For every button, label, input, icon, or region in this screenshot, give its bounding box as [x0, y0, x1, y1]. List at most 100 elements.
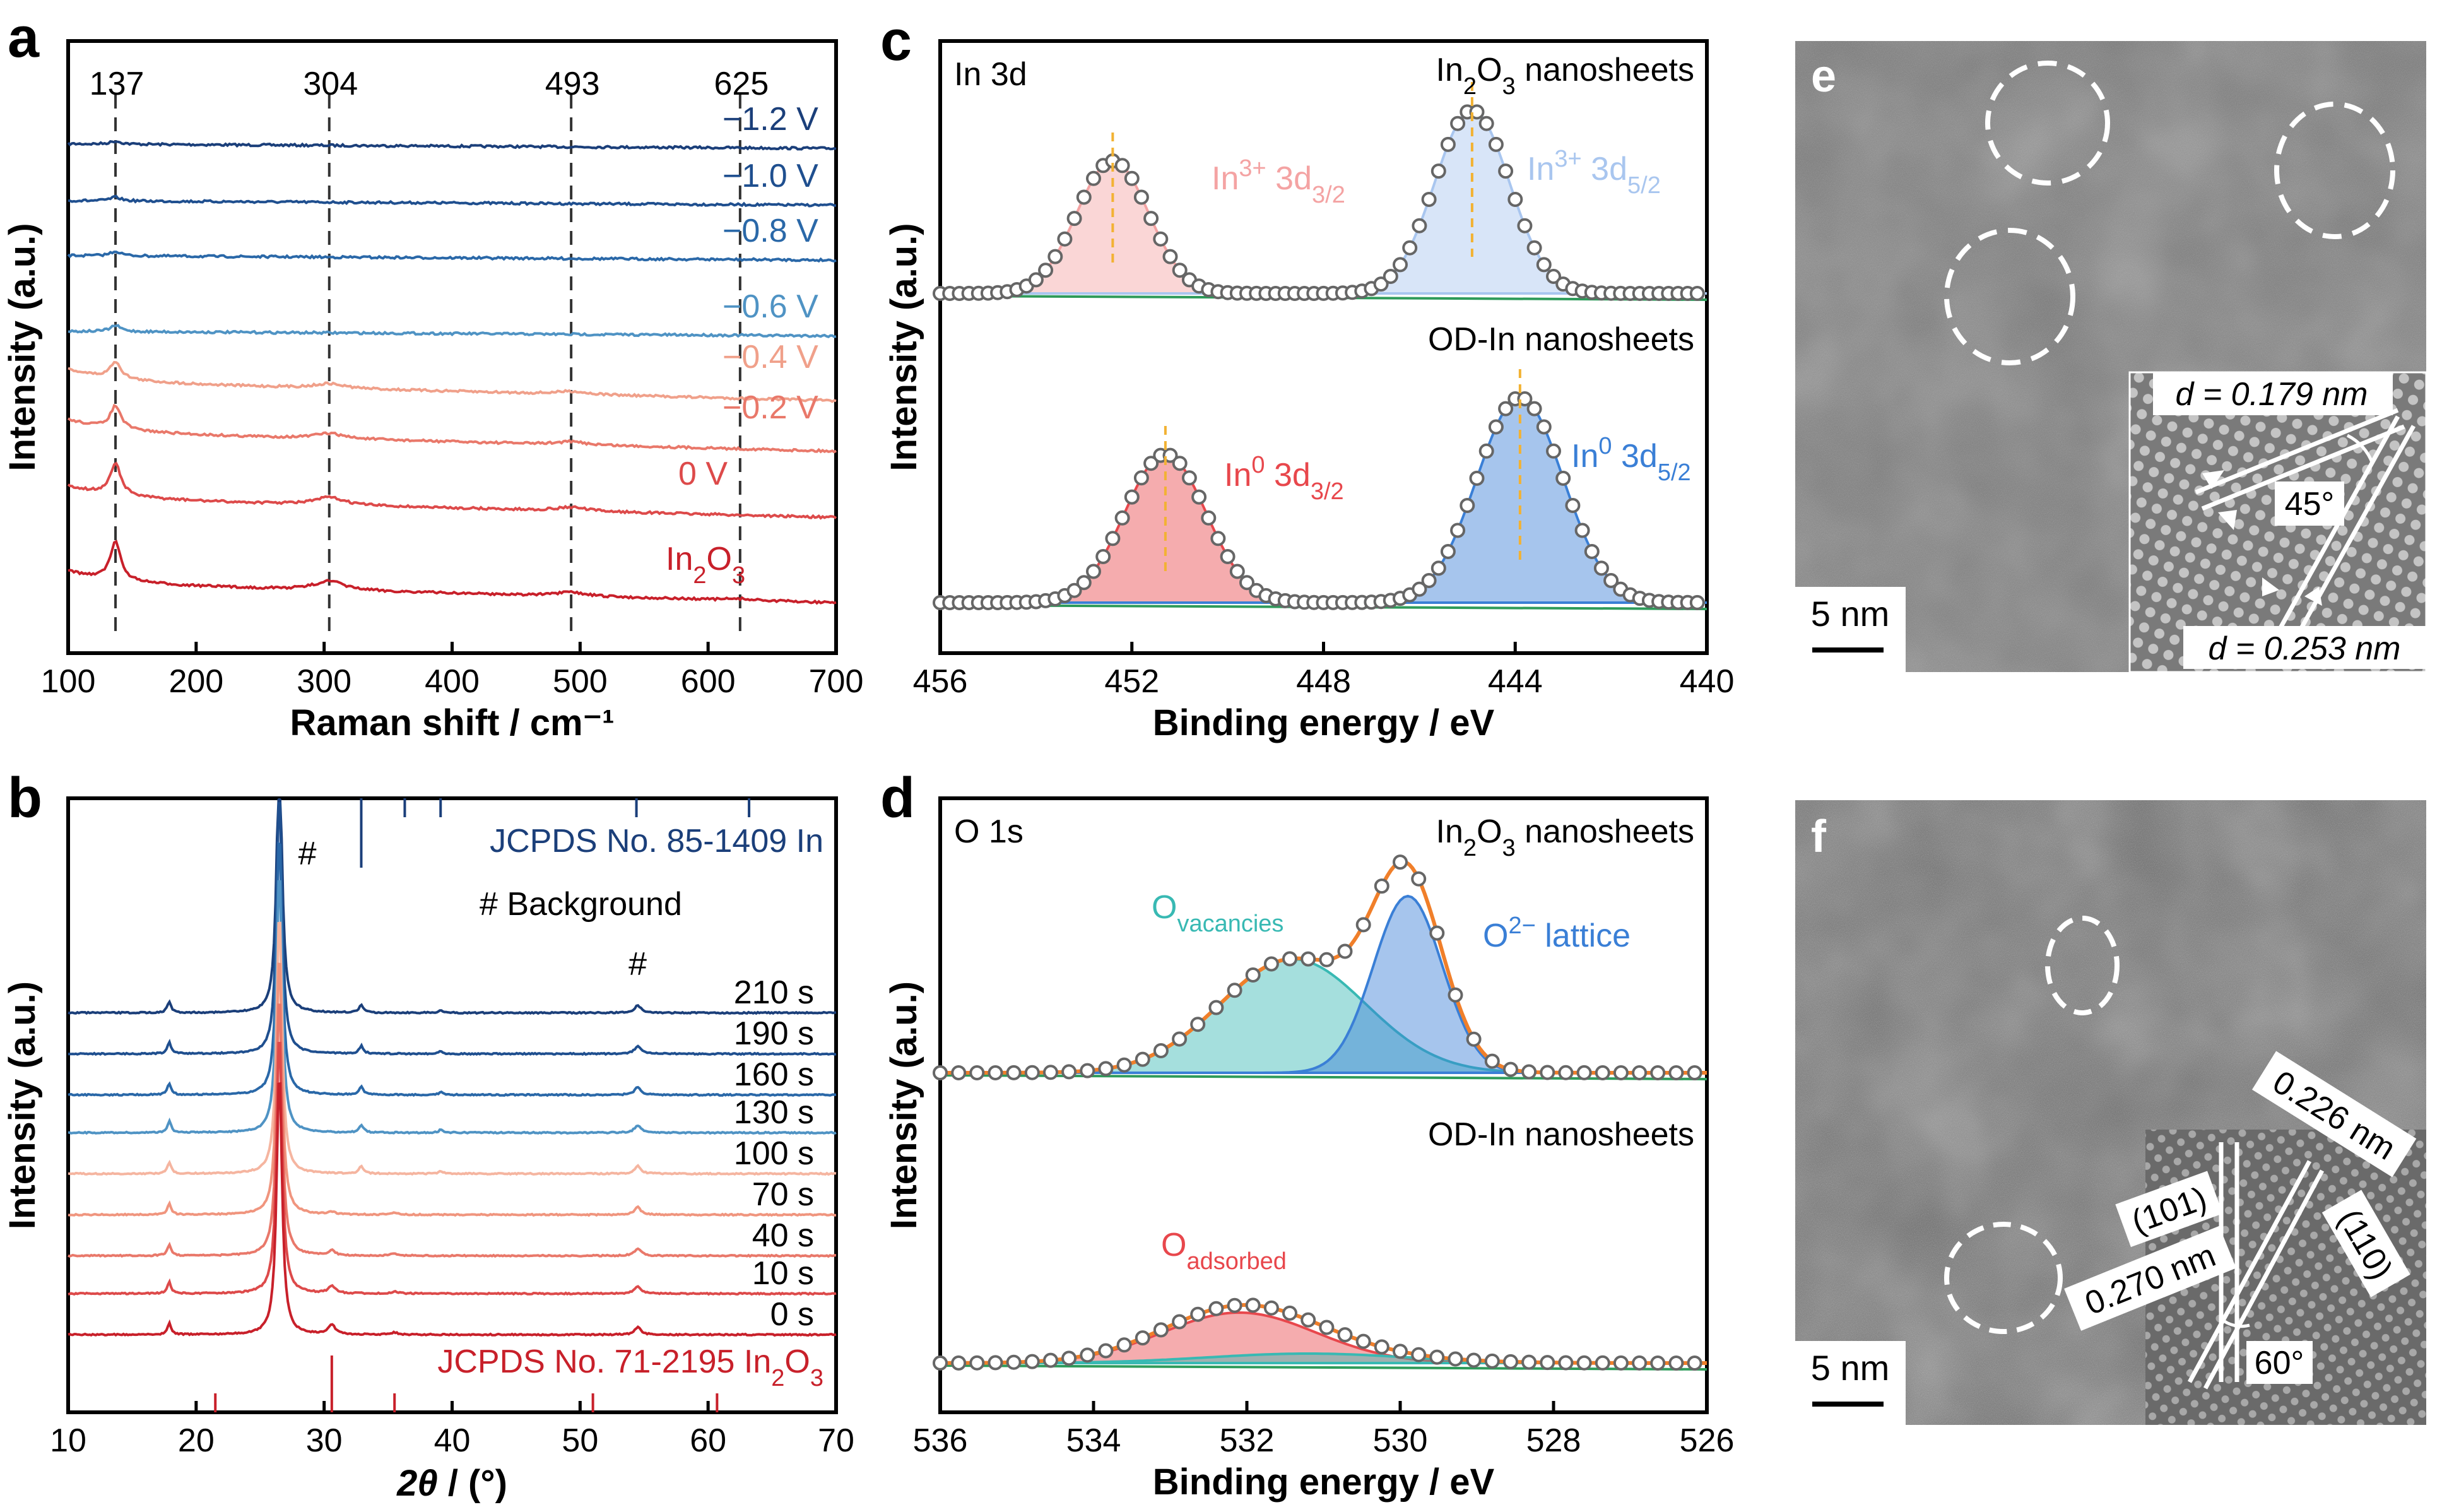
- xrd-series-line: [68, 799, 837, 1015]
- data-point: [1181, 470, 1197, 486]
- series-label: −0.4 V: [723, 339, 818, 375]
- data-point: [1412, 581, 1427, 597]
- xrd-series-line: [68, 962, 837, 1217]
- data-point: [1517, 391, 1533, 406]
- peak-marker-label: 493: [545, 66, 600, 102]
- data-point: [1114, 510, 1130, 526]
- x-tick-label: 700: [809, 663, 864, 700]
- data-point: [1135, 1051, 1150, 1067]
- raman-series-line: [68, 540, 837, 605]
- data-point: [1503, 1354, 1518, 1369]
- fit-label: In3+ 3d5/2: [1527, 146, 1661, 199]
- x-tick-label: 452: [1104, 663, 1159, 700]
- data-point: [1047, 249, 1063, 264]
- data-point: [1555, 470, 1571, 486]
- data-point: [1080, 1063, 1095, 1078]
- data-point: [1558, 1355, 1574, 1371]
- scale-bar-box: [1795, 1341, 1906, 1425]
- data-point: [1190, 1306, 1206, 1322]
- highlight-circle: [1944, 228, 2075, 365]
- x-tick-label: 444: [1488, 663, 1543, 700]
- fit-component: [940, 957, 1707, 1074]
- background-mark: #: [628, 946, 647, 983]
- panel-label-e: e: [1811, 51, 1836, 102]
- data-point: [1546, 269, 1561, 284]
- x-tick-label: 300: [297, 663, 351, 700]
- data-point: [1478, 115, 1494, 131]
- raman-series-line: [67, 403, 837, 454]
- data-point: [1595, 1065, 1610, 1080]
- data-point: [1536, 419, 1552, 435]
- data-point: [1469, 104, 1485, 120]
- x-tick-label: 20: [178, 1422, 215, 1459]
- data-point: [1488, 419, 1504, 435]
- data-point: [1521, 1064, 1537, 1080]
- series-label: 190 s: [734, 1015, 814, 1052]
- data-point: [1057, 231, 1073, 247]
- data-point: [1466, 1031, 1482, 1047]
- fit-label: O2− lattice: [1483, 913, 1631, 954]
- data-point: [1210, 531, 1226, 546]
- data-point: [1374, 1339, 1389, 1355]
- group-label-2: OD-In nanosheets: [1428, 1116, 1694, 1153]
- series-label: −0.8 V: [723, 213, 818, 249]
- hkl-box: [2115, 1171, 2223, 1248]
- data-point: [1105, 531, 1121, 546]
- data-point: [1191, 489, 1207, 505]
- xrd-series-line: [68, 1003, 837, 1258]
- data-point: [1421, 573, 1437, 588]
- data-point: [1484, 1053, 1500, 1069]
- d-label-box: [2251, 1051, 2417, 1178]
- lattice-lines: [2195, 408, 2416, 654]
- angle-arc: [2346, 434, 2374, 464]
- highlight-circle: [1985, 61, 2110, 186]
- data-point: [1429, 1349, 1445, 1365]
- fit-label: In0 3d5/2: [1571, 433, 1691, 486]
- data-point: [1469, 470, 1485, 486]
- data-point: [1153, 231, 1169, 247]
- data-point: [1095, 549, 1111, 564]
- data-point: [1393, 1344, 1408, 1359]
- data-point: [1172, 456, 1188, 471]
- series-label: −1.2 V: [723, 101, 818, 138]
- data-point: [1086, 564, 1101, 579]
- xrd-series-line: [68, 880, 837, 1135]
- data-point: [933, 1065, 948, 1080]
- hkl-box: [2321, 1190, 2410, 1297]
- data-point: [951, 1355, 967, 1371]
- data-point: [1355, 917, 1371, 933]
- xrd-series-line: [68, 802, 837, 1056]
- data-point: [1574, 523, 1590, 538]
- y-axis-label: Intensity (a.u.): [2, 223, 43, 471]
- data-point: [1043, 1065, 1058, 1080]
- x-tick-label: 456: [913, 663, 968, 700]
- x-tick-label: 200: [168, 663, 223, 700]
- data-point: [1086, 170, 1101, 186]
- x-tick-label: 500: [553, 663, 608, 700]
- data-point: [969, 1065, 985, 1080]
- angle-label-box: [2275, 481, 2344, 526]
- data-point: [1282, 1305, 1297, 1321]
- data-point: [1393, 257, 1408, 273]
- data-point: [1116, 1057, 1132, 1073]
- panel-f-tem-image: 0.226 nm (101) (110) 0.270 nm 60° 5 nm f: [1795, 800, 2426, 1425]
- background-note: # Background: [480, 886, 682, 923]
- data-point: [1220, 549, 1236, 564]
- d-label-box: [2064, 1226, 2236, 1331]
- series-label: −1.0 V: [723, 158, 818, 194]
- data-point: [1498, 163, 1514, 179]
- x-tick-label: 10: [50, 1422, 86, 1459]
- data-point: [1066, 211, 1082, 227]
- data-point: [1668, 1355, 1684, 1371]
- series-label: 70 s: [752, 1176, 814, 1213]
- data-point: [1208, 1301, 1224, 1316]
- group-label-2: OD-In nanosheets: [1428, 321, 1694, 358]
- data-point: [1488, 136, 1504, 152]
- panel-label-b: b: [8, 767, 42, 830]
- fit-baseline: [940, 1364, 1708, 1371]
- data-point: [1114, 158, 1130, 174]
- data-point: [1498, 401, 1514, 416]
- fit-label: Ovacancies: [1152, 889, 1283, 937]
- angle-arc: [2220, 1318, 2250, 1328]
